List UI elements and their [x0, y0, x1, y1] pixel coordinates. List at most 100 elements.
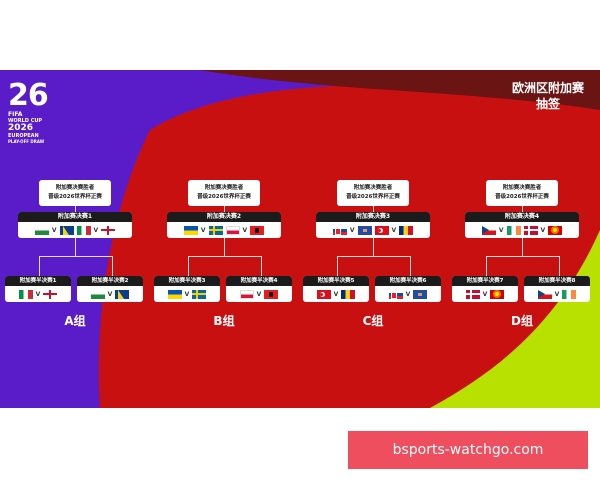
final-match-card: 附加赛决赛3 V V	[316, 212, 430, 238]
semi-final-card: 附加赛半决赛2 V	[77, 276, 143, 302]
vs-label: V	[482, 290, 488, 298]
poland-flag-icon	[239, 289, 254, 299]
winner-line-1: 附加赛决赛胜者	[55, 185, 95, 191]
ukraine-flag-icon	[167, 289, 182, 299]
poster-title: 欧洲区附加赛 抽签	[512, 80, 584, 112]
connector	[75, 206, 76, 212]
winner-line-1: 附加赛决赛胜者	[353, 185, 393, 191]
semi-final-label: 附加赛半决赛3	[154, 276, 220, 286]
group-label: B组	[213, 314, 235, 328]
winner-line-1: 附加赛决赛胜者	[204, 185, 244, 191]
slovakia-flag-icon	[388, 289, 403, 299]
poster-background	[0, 70, 600, 408]
vs-label: V	[540, 226, 546, 234]
vs-label: V	[405, 290, 411, 298]
sweden-flag-icon	[192, 289, 207, 299]
vs-label: V	[391, 226, 397, 234]
nmacedonia-flag-icon	[490, 289, 505, 299]
semi-final-label: 附加赛半决赛2	[77, 276, 143, 286]
semi-final-card: 附加赛半决赛6 V	[375, 276, 441, 302]
final-match-label: 附加赛决赛2	[167, 212, 281, 222]
semi-final-label: 附加赛半决赛7	[452, 276, 518, 286]
watermark: bsports-watchgo.com	[348, 431, 588, 469]
kosovo-flag-icon	[413, 289, 428, 299]
winner-line-2: 晋级2026世界杯正赛	[48, 194, 102, 200]
winner-line-2: 晋级2026世界杯正赛	[346, 194, 400, 200]
connector	[486, 256, 560, 277]
group-label: A组	[64, 314, 86, 328]
ireland-flag-icon	[562, 289, 577, 299]
kosovo-flag-icon	[357, 225, 372, 235]
denmark-flag-icon	[523, 225, 538, 235]
group-label: C组	[362, 314, 384, 328]
connector	[522, 206, 523, 212]
connector	[75, 238, 76, 256]
czech-flag-icon	[481, 225, 496, 235]
vs-label: V	[184, 290, 190, 298]
final-match-card: 附加赛决赛1 V V	[18, 212, 132, 238]
semi-final-card: 附加赛半决赛7 V	[452, 276, 518, 302]
vs-label: V	[35, 290, 41, 298]
bosnia-flag-icon	[59, 225, 74, 235]
slovakia-flag-icon	[332, 225, 347, 235]
nireland-flag-icon	[43, 289, 58, 299]
logo-number: 26	[8, 78, 49, 113]
connector	[39, 256, 113, 277]
final-match-label: 附加赛决赛1	[18, 212, 132, 222]
semi-final-card: 附加赛半决赛5 V	[303, 276, 369, 302]
romania-flag-icon	[341, 289, 356, 299]
final-match-card: 附加赛决赛2 V V	[167, 212, 281, 238]
logo-year: 2026	[8, 123, 34, 133]
logo-line-1: WORLD CUP	[8, 118, 43, 124]
ukraine-flag-icon	[183, 225, 198, 235]
semi-final-label: 附加赛半决赛4	[226, 276, 292, 286]
vs-label: V	[554, 290, 560, 298]
final-match-label: 附加赛决赛3	[316, 212, 430, 222]
ireland-flag-icon	[506, 225, 521, 235]
flag-row: V	[154, 286, 220, 302]
vs-label: V	[200, 226, 206, 234]
winner-box: 附加赛决赛胜者 晋级2026世界杯正赛	[486, 180, 558, 206]
semi-final-card: 附加赛半决赛1 V	[5, 276, 71, 302]
world-cup-logo: 26 FIFA WORLD CUP 2026 EUROPEAN PLAY-OFF…	[8, 78, 54, 145]
albania-flag-icon	[264, 289, 279, 299]
bosnia-flag-icon	[115, 289, 130, 299]
wales-flag-icon	[90, 289, 105, 299]
wales-flag-icon	[34, 225, 49, 235]
winner-line-2: 晋级2026世界杯正赛	[197, 194, 251, 200]
flag-row: V	[303, 286, 369, 302]
vs-label: V	[349, 226, 355, 234]
flag-row: V	[5, 286, 71, 302]
italy-flag-icon	[76, 225, 91, 235]
albania-flag-icon	[250, 225, 265, 235]
semi-final-card: 附加赛半决赛4 V	[226, 276, 292, 302]
semi-final-label: 附加赛半决赛6	[375, 276, 441, 286]
final-match-label: 附加赛决赛4	[465, 212, 579, 222]
connector	[337, 256, 411, 277]
turkey-flag-icon	[374, 225, 389, 235]
vs-label: V	[51, 226, 57, 234]
connector	[373, 238, 374, 256]
final-match-card: 附加赛决赛4 V V	[465, 212, 579, 238]
draw-poster: 26 FIFA WORLD CUP 2026 EUROPEAN PLAY-OFF…	[0, 70, 600, 408]
nmacedonia-flag-icon	[548, 225, 563, 235]
logo-line-2: EUROPEAN	[8, 133, 39, 139]
flag-row: V	[375, 286, 441, 302]
winner-box: 附加赛决赛胜者晋级2026世界杯正赛	[188, 180, 260, 206]
italy-flag-icon	[18, 289, 33, 299]
poland-flag-icon	[225, 225, 240, 235]
flag-row: V	[452, 286, 518, 302]
logo-fifa: FIFA	[8, 111, 23, 118]
flag-row: V	[226, 286, 292, 302]
winner-line-2: 晋级2026世界杯正赛	[495, 194, 549, 200]
connector	[188, 256, 262, 277]
denmark-flag-icon	[465, 289, 480, 299]
romania-flag-icon	[399, 225, 414, 235]
connector	[522, 238, 523, 256]
group-label: D组	[511, 314, 533, 328]
flag-row: V	[77, 286, 143, 302]
connector	[224, 206, 225, 212]
